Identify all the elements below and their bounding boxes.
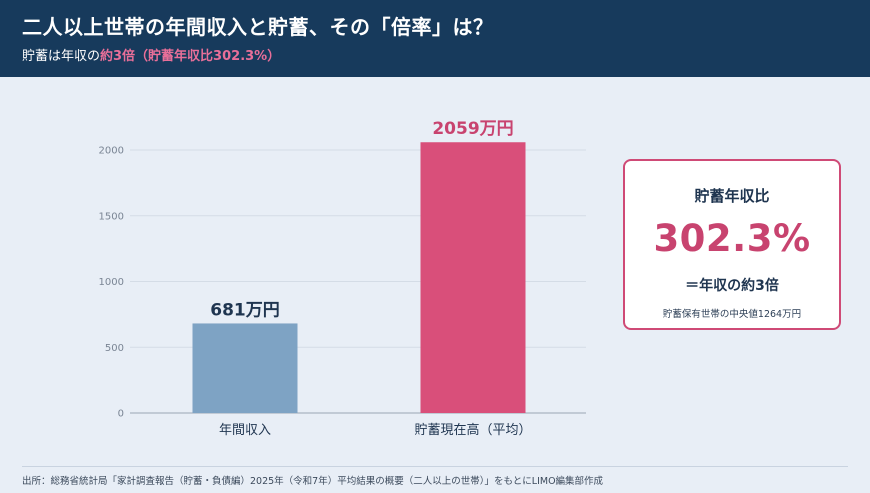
ratio-card: 貯蓄年収比 302.3% ＝年収の約3倍 貯蓄保有世帯の中央値1264万円: [623, 159, 841, 330]
ratio-card-heading: 貯蓄年収比: [694, 187, 770, 205]
bar: [420, 142, 526, 413]
ratio-card-note: 貯蓄保有世帯の中央値1264万円: [662, 309, 802, 320]
x-tick-label: 年間収入: [219, 423, 271, 438]
data-label: 681万円: [210, 300, 280, 320]
bar: [192, 323, 298, 413]
data-label: 2059万円: [432, 119, 513, 139]
header-banner: 二人以上世帯の年間収入と貯蓄、その「倍率」は？ 貯蓄は年収の約3倍（貯蓄年収比3…: [0, 0, 870, 77]
ratio-card-value: 302.3%: [653, 217, 811, 260]
y-tick-label: 1500: [99, 211, 124, 222]
y-tick-label: 1000: [99, 277, 124, 288]
ratio-card-sub: ＝年収の約3倍: [685, 278, 779, 294]
page-subtitle: 貯蓄は年収の約3倍（貯蓄年収比302.3%）: [22, 45, 280, 64]
y-tick-label: 0: [118, 409, 124, 420]
subtitle-prefix: 貯蓄は年収の: [22, 49, 101, 64]
x-tick-label: 貯蓄現在高（平均）: [414, 422, 531, 438]
footer-divider: [22, 466, 848, 467]
source-note: 出所：総務省統計局「家計調査報告（貯蓄・負債編）2025年（令和7年）平均結果の…: [22, 476, 604, 487]
page-title: 二人以上世帯の年間収入と貯蓄、その「倍率」は？: [22, 15, 494, 39]
subtitle-highlight: 約3倍（貯蓄年収比302.3%）: [100, 49, 281, 64]
y-tick-label: 2000: [99, 146, 124, 157]
y-tick-label: 500: [105, 343, 124, 354]
